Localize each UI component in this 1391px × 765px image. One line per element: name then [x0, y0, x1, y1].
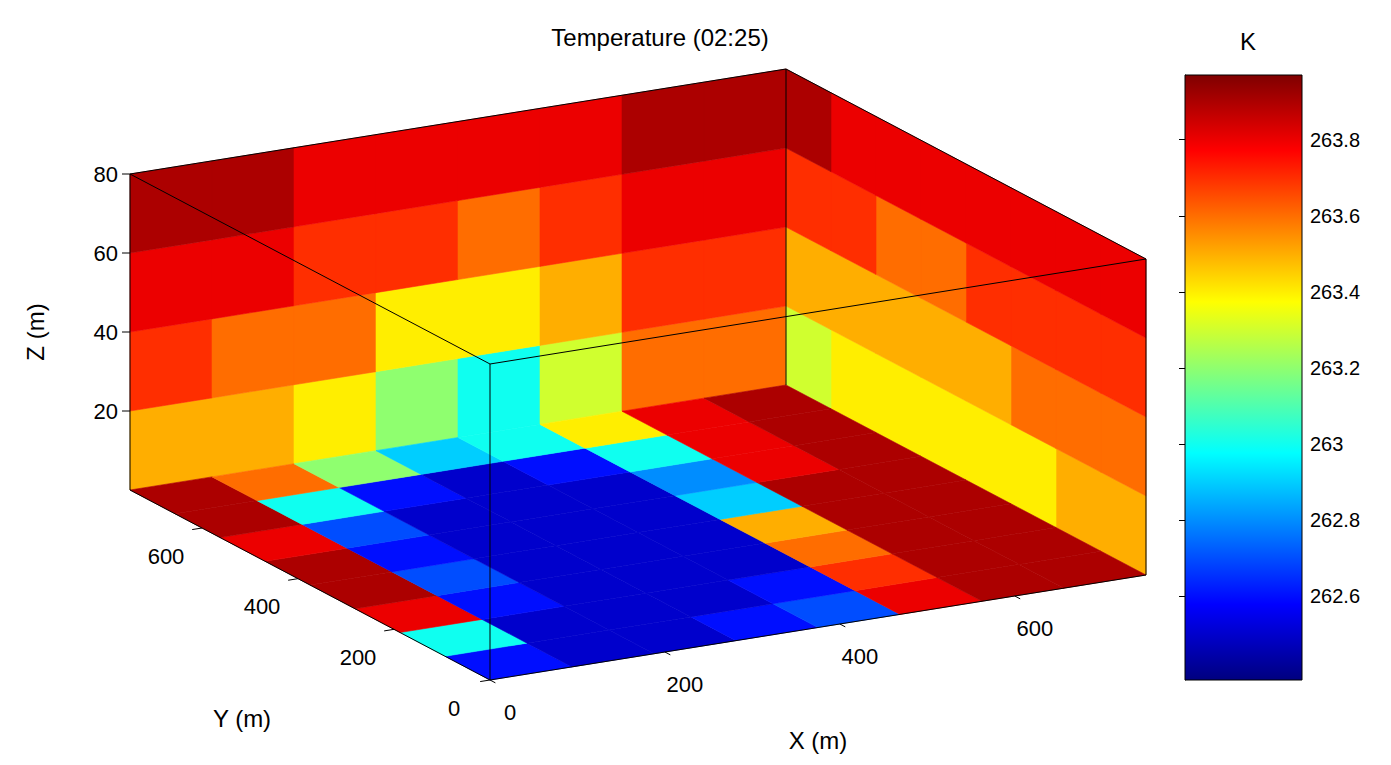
svg-text:263.8: 263.8 [1310, 129, 1360, 151]
svg-text:200: 200 [340, 645, 377, 670]
svg-text:263: 263 [1310, 433, 1343, 455]
svg-text:Y (m): Y (m) [213, 705, 271, 732]
svg-text:200: 200 [667, 672, 704, 697]
svg-text:262.6: 262.6 [1310, 585, 1360, 607]
svg-text:X (m): X (m) [789, 727, 848, 754]
svg-text:263.6: 263.6 [1310, 205, 1360, 227]
svg-text:0: 0 [504, 700, 516, 725]
svg-text:263.2: 263.2 [1310, 357, 1360, 379]
svg-text:40: 40 [94, 320, 118, 345]
svg-text:400: 400 [244, 594, 281, 619]
svg-text:400: 400 [842, 644, 879, 669]
svg-text:263.4: 263.4 [1310, 281, 1360, 303]
svg-text:600: 600 [1016, 616, 1053, 641]
svg-text:60: 60 [94, 241, 118, 266]
svg-text:600: 600 [148, 544, 185, 569]
svg-text:80: 80 [94, 162, 118, 187]
svg-text:20: 20 [94, 399, 118, 424]
svg-text:Temperature (02:25): Temperature (02:25) [551, 24, 768, 51]
svg-text:262.8: 262.8 [1310, 509, 1360, 531]
svg-text:Z (m): Z (m) [22, 303, 49, 360]
svg-text:0: 0 [448, 696, 460, 721]
svg-text:K: K [1240, 28, 1256, 55]
